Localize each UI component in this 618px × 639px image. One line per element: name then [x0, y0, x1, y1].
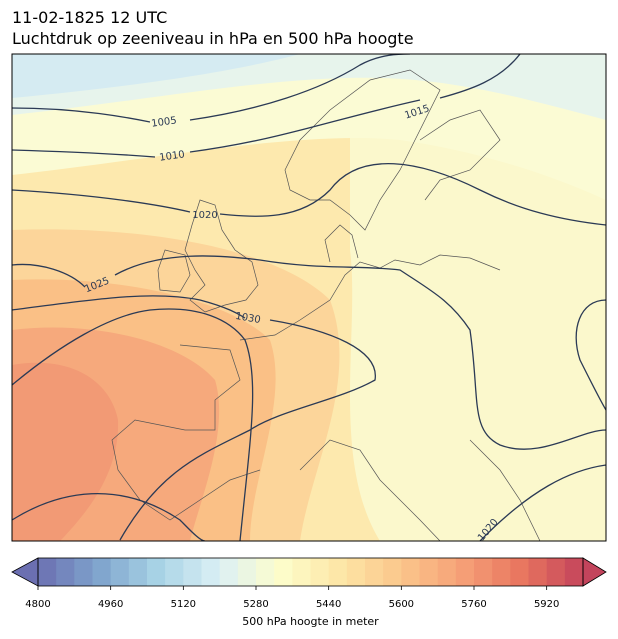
colorbar-band [219, 558, 239, 586]
colorbar-band [564, 558, 584, 586]
colorbar-tick-label: 5120 [171, 599, 196, 610]
colorbar-band [183, 558, 202, 586]
colorbar-frame [37, 557, 584, 587]
isobars [12, 54, 606, 541]
map-frame [11, 53, 607, 542]
colorbar-tick-label: 5280 [243, 599, 268, 610]
colorbar-band [74, 558, 93, 586]
isobar-label: 1030 [234, 311, 261, 326]
colorbar-band [310, 558, 330, 586]
colorbar-band [292, 558, 311, 586]
title-description: Luchtdruk op zeeniveau in hPa en 500 hPa… [12, 29, 414, 48]
colorbar-tick-label: 4960 [98, 599, 123, 610]
coastlines [111, 69, 541, 541]
title-date: 11-02-1825 12 UTC [12, 8, 168, 27]
colorbar-band [56, 558, 75, 586]
colorbar-band [383, 558, 402, 586]
colorbar-band [38, 558, 57, 586]
colorbar-band [92, 558, 112, 586]
isobar-label: 1020 [192, 210, 217, 221]
colorbar-label: 500 hPa hoogte in meter [242, 615, 379, 628]
colorbar-band [365, 558, 384, 586]
colorbar-band [128, 558, 148, 586]
isobar-label: 1005 [151, 115, 178, 129]
colorbar-band [492, 558, 511, 586]
colorbar-band [110, 558, 130, 586]
colorbar-band [546, 558, 566, 586]
colorbar-band [237, 558, 257, 586]
colorbar-band [147, 558, 166, 586]
colorbar-band [474, 558, 493, 586]
colorbar-band [510, 558, 529, 586]
height-field [12, 362, 119, 541]
colorbar-band [256, 558, 275, 586]
colorbar-band [528, 558, 548, 586]
colorbar-band [419, 558, 439, 586]
isobar-label: 1010 [159, 149, 186, 163]
colorbar-tick-label: 5600 [389, 599, 414, 610]
colorbar-band [437, 558, 457, 586]
colorbar-tick-label: 4800 [25, 599, 50, 610]
colorbar-band [274, 558, 293, 586]
colorbar-band [165, 558, 184, 586]
colorbar-tick-label: 5760 [461, 599, 486, 610]
colorbar-tick-label: 5440 [316, 599, 341, 610]
colorbar-band [328, 558, 348, 586]
height-field [350, 80, 606, 541]
map-area [12, 54, 606, 541]
height-field [12, 54, 300, 98]
colorbar-tick-label: 5920 [534, 599, 559, 610]
colorbar-band [455, 558, 475, 586]
colorbar-extend-max [582, 557, 607, 587]
colorbar-band [346, 558, 366, 586]
colorbar-extend-min [11, 557, 39, 587]
colorbar-band [401, 558, 420, 586]
colorbar-band [201, 558, 221, 586]
